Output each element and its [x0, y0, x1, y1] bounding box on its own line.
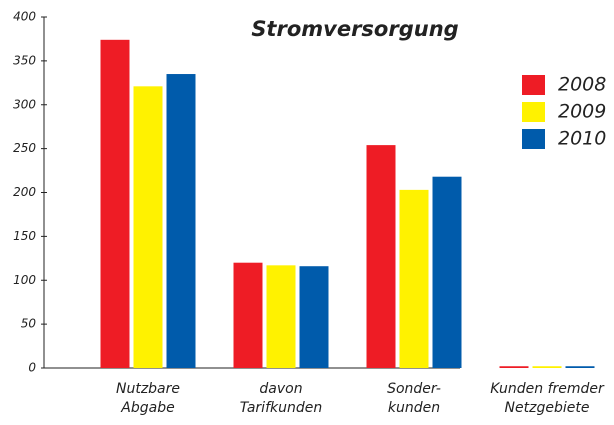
legend-swatch [522, 102, 545, 122]
legend-swatch [522, 75, 545, 95]
x-tick-label: Nutzbare [116, 381, 180, 397]
y-tick-label: 0 [28, 361, 36, 375]
y-tick-label: 50 [21, 317, 37, 331]
x-tick-label: davon [259, 381, 302, 397]
x-tick-label: Netzgebiete [505, 400, 590, 416]
x-tick-label: Tarifkunden [240, 400, 322, 416]
y-tick-label: 300 [13, 97, 36, 111]
y-tick-label: 250 [13, 141, 36, 155]
x-tick-label: Sonder- [387, 381, 441, 397]
bar [299, 266, 329, 368]
legend-label: 2008 [558, 74, 606, 96]
x-tick-label: Abgabe [120, 400, 174, 416]
bar [499, 366, 529, 368]
bar [399, 189, 429, 368]
y-tick-label: 350 [13, 53, 36, 67]
bar [565, 366, 595, 368]
legend-label: 2009 [558, 101, 606, 123]
bar [166, 74, 196, 368]
x-tick-label: kunden [388, 400, 440, 416]
x-tick-label: Kunden fremder [490, 381, 605, 397]
chart-title: Stromversorgung [251, 17, 458, 41]
y-tick-label: 150 [13, 229, 36, 243]
y-tick-label: 200 [13, 185, 36, 199]
legend-swatch [522, 129, 545, 149]
bar [366, 145, 396, 368]
bar [266, 265, 296, 368]
bar [432, 176, 462, 368]
bar [133, 86, 163, 368]
legend-label: 2010 [558, 128, 606, 150]
y-tick-label: 400 [13, 10, 36, 24]
bar [100, 39, 130, 368]
y-tick-label: 100 [13, 273, 36, 287]
bar [233, 262, 263, 368]
bar [532, 366, 562, 368]
